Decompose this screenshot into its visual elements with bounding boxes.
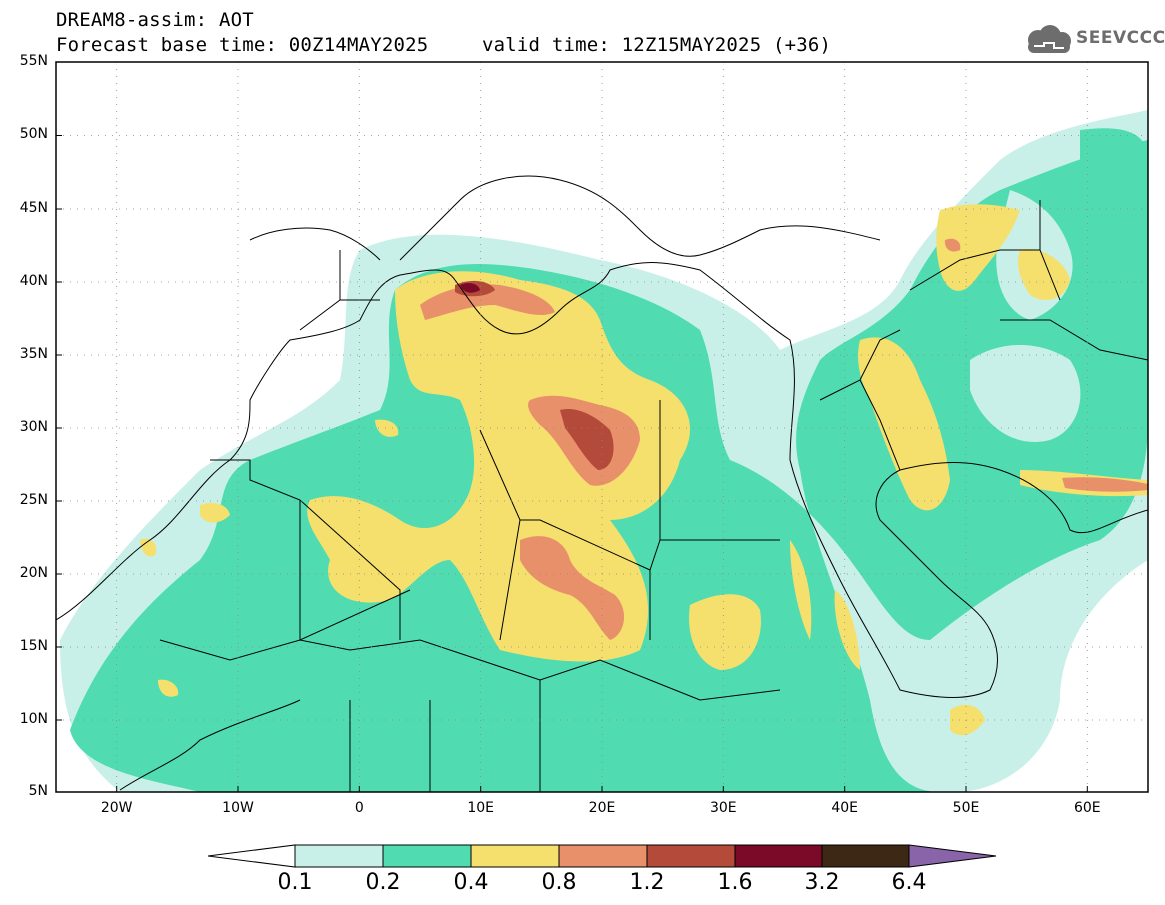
aot-field <box>60 110 1148 792</box>
lon-label: 30E <box>709 800 737 816</box>
colorbar <box>207 844 997 868</box>
map-title: DREAM8-assim: AOT <box>56 9 254 31</box>
lat-label: 15N <box>19 638 48 654</box>
seevccc-logo <box>1028 25 1071 53</box>
coastlines <box>56 175 1148 792</box>
colorbar-box-2 <box>470 844 560 868</box>
colorbar-box-1 <box>382 844 472 868</box>
forecast-base-time: Forecast base time: 00Z14MAY2025 <box>56 34 429 56</box>
lat-label: 55N <box>19 53 48 69</box>
lon-label: 50E <box>952 800 980 816</box>
lat-label: 10N <box>19 711 48 727</box>
lat-label: 40N <box>19 273 48 289</box>
colorbar-label: 3.2 <box>804 870 840 895</box>
lat-label: 30N <box>19 419 48 435</box>
lat-label: 50N <box>19 126 48 142</box>
lon-label: 10E <box>467 800 495 816</box>
logo-text: SEEVCCC <box>1076 28 1165 48</box>
colorbar-label: 0.4 <box>453 870 489 895</box>
colorbar-label: 1.6 <box>717 870 753 895</box>
lon-label: 0 <box>354 800 364 816</box>
valid-time: valid time: 12Z15MAY2025 (+36) <box>482 34 832 56</box>
lat-label: 35N <box>19 346 48 362</box>
colorbar-box-3 <box>558 844 648 868</box>
lon-label: 60E <box>1073 800 1101 816</box>
tick-marks <box>56 61 1088 793</box>
lat-label: 45N <box>19 200 48 216</box>
colorbar-under-arrow <box>207 844 296 868</box>
colorbar-box-0 <box>294 844 384 868</box>
colorbar-box-6 <box>821 844 910 868</box>
lat-label: 20N <box>19 565 48 581</box>
graticule <box>56 62 1148 792</box>
colorbar-label: 1.2 <box>629 870 665 895</box>
cloud-icon <box>1028 25 1071 53</box>
colorbar-over-arrow <box>908 844 997 868</box>
lon-label: 20W <box>100 800 133 816</box>
lon-label: 40E <box>831 800 859 816</box>
colorbar-label: 0.1 <box>277 870 313 895</box>
colorbar-box-5 <box>734 844 823 868</box>
colorbar-label: 6.4 <box>891 870 927 895</box>
lon-label: 10W <box>222 800 254 816</box>
lat-label: 25N <box>19 492 48 508</box>
lon-label: 20E <box>588 800 616 816</box>
colorbar-label: 0.8 <box>541 870 577 895</box>
aot-level-1.6 <box>460 282 480 293</box>
colorbar-label: 0.2 <box>365 870 401 895</box>
lat-label: 5N <box>28 783 48 799</box>
colorbar-box-4 <box>646 844 736 868</box>
